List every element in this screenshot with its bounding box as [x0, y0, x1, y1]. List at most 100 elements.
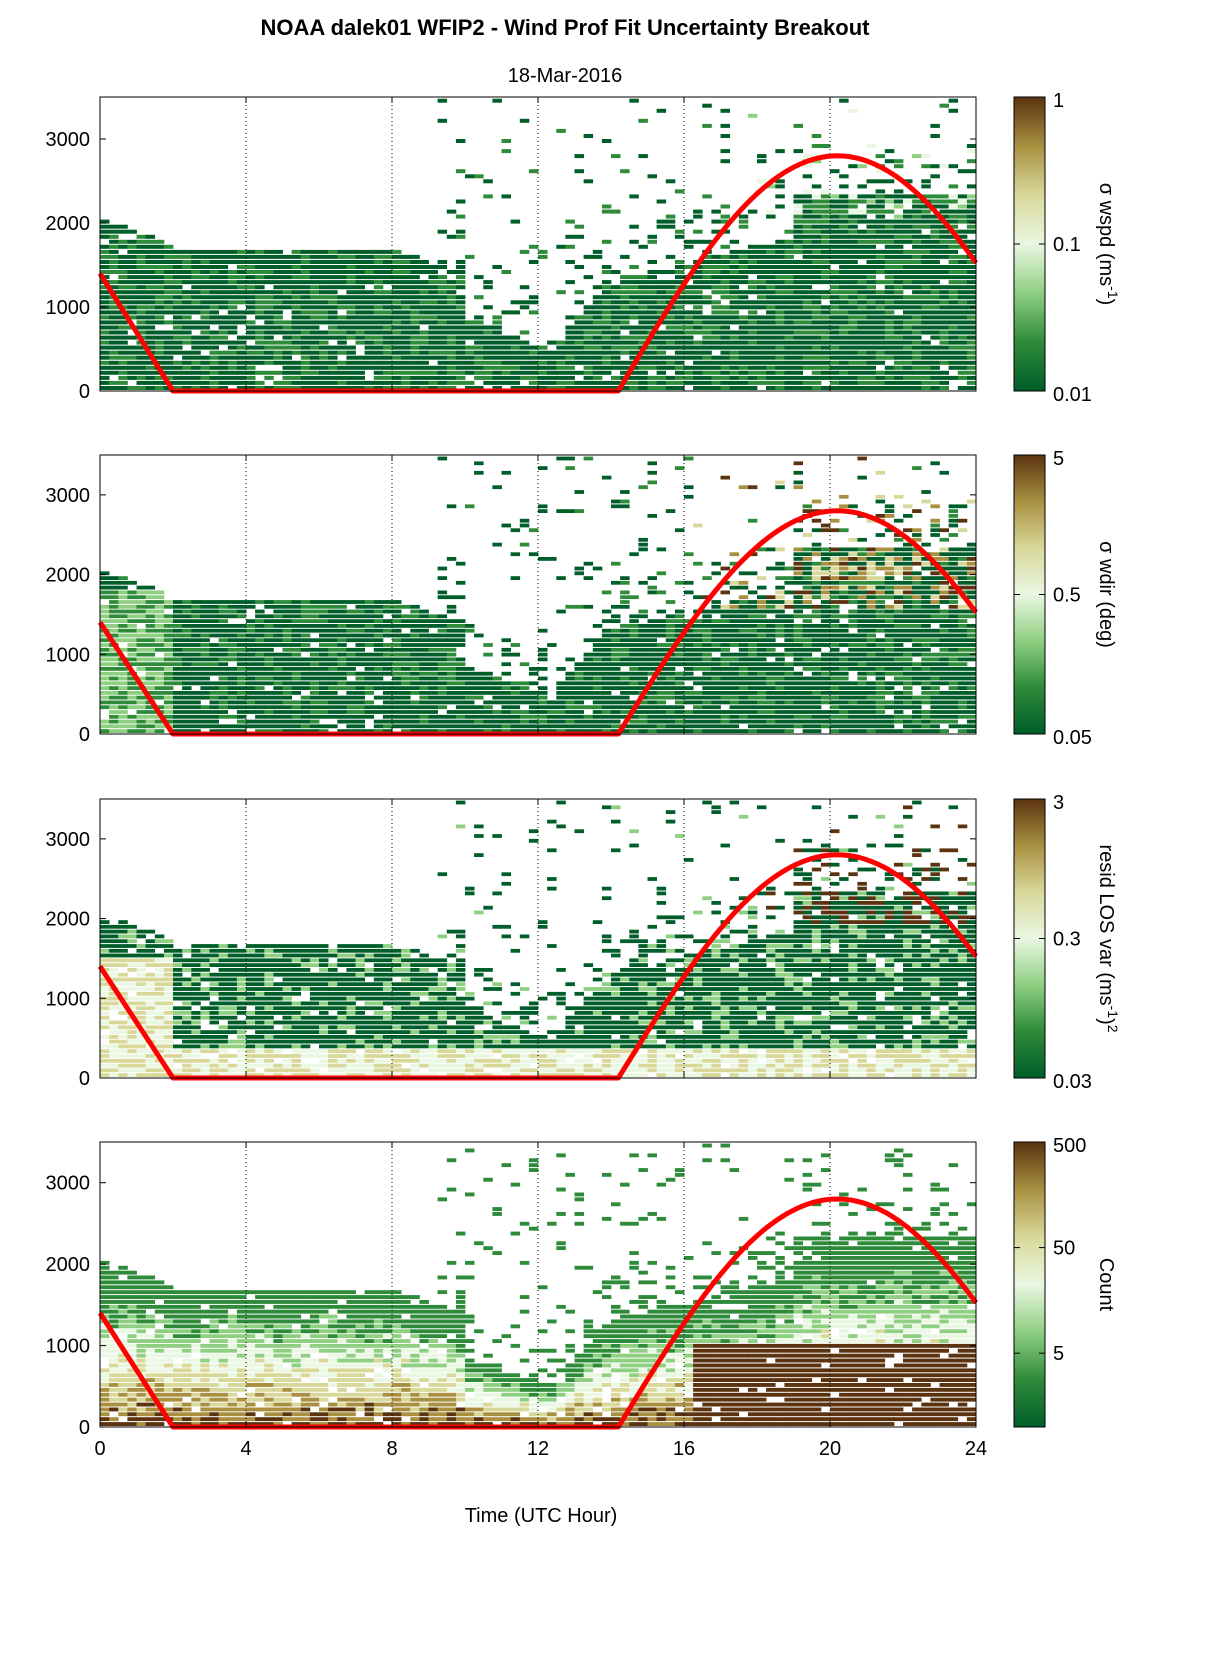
heatmap-cell	[611, 580, 621, 585]
heatmap-cell	[592, 254, 603, 259]
heatmap-cell	[392, 710, 402, 714]
heatmap-cell	[656, 345, 667, 350]
heatmap-cell	[364, 705, 375, 710]
heatmap-cell	[446, 714, 457, 719]
heatmap-cell	[236, 386, 247, 390]
heatmap-cell	[802, 619, 813, 623]
heatmap-cell	[328, 254, 338, 259]
heatmap-cell	[811, 671, 822, 676]
heatmap-cell	[893, 234, 904, 239]
heatmap-cell	[747, 552, 758, 557]
heatmap-cell	[766, 686, 776, 690]
heatmap-cell	[364, 729, 375, 733]
heatmap-cell	[236, 667, 247, 671]
heatmap-cell	[501, 355, 511, 360]
heatmap-cell	[455, 350, 466, 355]
heatmap-cell	[437, 330, 448, 335]
heatmap-cell	[802, 275, 813, 280]
heatmap-cell	[465, 714, 475, 719]
heatmap-cell	[218, 681, 229, 686]
heatmap-cell	[647, 340, 657, 345]
heatmap-cell	[227, 300, 238, 305]
heatmap-cell	[766, 325, 776, 330]
heatmap-cell	[309, 638, 320, 643]
heatmap-cell	[583, 370, 594, 375]
heatmap-cell	[337, 657, 347, 662]
heatmap-cell	[410, 370, 420, 375]
heatmap-cell	[291, 604, 302, 609]
heatmap-cell	[182, 719, 192, 724]
heatmap-cell	[401, 355, 411, 360]
heatmap-cell	[328, 355, 338, 360]
heatmap-cell	[711, 561, 721, 566]
heatmap-cell	[757, 705, 767, 710]
heatmap-cell	[382, 657, 393, 662]
heatmap-cell	[328, 710, 338, 714]
heatmap-cell	[218, 375, 229, 380]
heatmap-cell	[355, 265, 365, 269]
heatmap-cell	[820, 580, 831, 585]
heatmap-wdir	[100, 456, 977, 733]
heatmap-cell	[501, 705, 511, 710]
heatmap-cell	[401, 667, 411, 671]
heatmap-cell	[309, 315, 320, 320]
heatmap-cell	[264, 705, 274, 710]
heatmap-cell	[611, 628, 621, 633]
heatmap-cell	[218, 360, 229, 365]
heatmap-cell	[884, 260, 895, 264]
heatmap-cell	[246, 647, 256, 652]
heatmap-cell	[747, 345, 758, 350]
heatmap-cell	[875, 169, 886, 174]
heatmap-cell	[528, 671, 539, 676]
heatmap-cell	[684, 456, 694, 461]
heatmap-cell	[227, 695, 238, 700]
heatmap-cell	[173, 375, 183, 380]
heatmap-cell	[319, 604, 329, 609]
heatmap-cell	[118, 667, 128, 671]
heatmap-cell	[182, 310, 192, 315]
heatmap-cell	[930, 194, 940, 199]
heatmap-cell	[273, 270, 283, 274]
heatmap-cell	[127, 729, 137, 733]
heatmap-cell	[939, 370, 949, 375]
heatmap-cell	[337, 719, 347, 724]
heatmap-cell	[912, 270, 922, 274]
heatmap-cell	[255, 310, 265, 315]
heatmap-cell	[118, 624, 128, 628]
heatmap-cell	[373, 380, 384, 385]
heatmap-cell	[419, 714, 429, 719]
heatmap-cell	[474, 345, 484, 350]
heatmap-cell	[693, 386, 703, 390]
heatmap-cell	[300, 335, 311, 340]
heatmap-cell	[255, 719, 265, 724]
heatmap-cell	[273, 609, 283, 614]
heatmap-cell	[282, 320, 292, 325]
heatmap-cell	[419, 345, 429, 350]
heatmap-cell	[830, 340, 840, 345]
heatmap-cell	[309, 604, 320, 609]
heatmap-cell	[118, 662, 128, 667]
heatmap-cell	[811, 249, 822, 254]
heatmap-cell	[647, 310, 657, 315]
heatmap-cell	[674, 189, 685, 194]
heatmap-cell	[811, 624, 822, 628]
heatmap-cell	[364, 667, 375, 671]
heatmap-cell	[757, 585, 767, 590]
heatmap-cell	[437, 386, 448, 390]
heatmap-cell	[419, 370, 429, 375]
heatmap-cell	[629, 638, 639, 643]
heatmap-cell	[209, 340, 219, 345]
heatmap-cell	[702, 335, 712, 340]
heatmap-cell	[939, 194, 949, 199]
heatmap-cell	[109, 691, 119, 695]
heatmap-cell	[173, 285, 183, 290]
heatmap-cell	[583, 305, 594, 310]
heatmap-cell	[647, 710, 657, 714]
heatmap-cell	[903, 280, 913, 285]
heatmap-cell	[766, 209, 776, 214]
heatmap-cell	[802, 214, 813, 219]
heatmap-cell	[100, 285, 110, 290]
heatmap-cell	[455, 729, 466, 733]
heatmap-cell	[656, 724, 667, 729]
heatmap-cell	[839, 325, 849, 330]
